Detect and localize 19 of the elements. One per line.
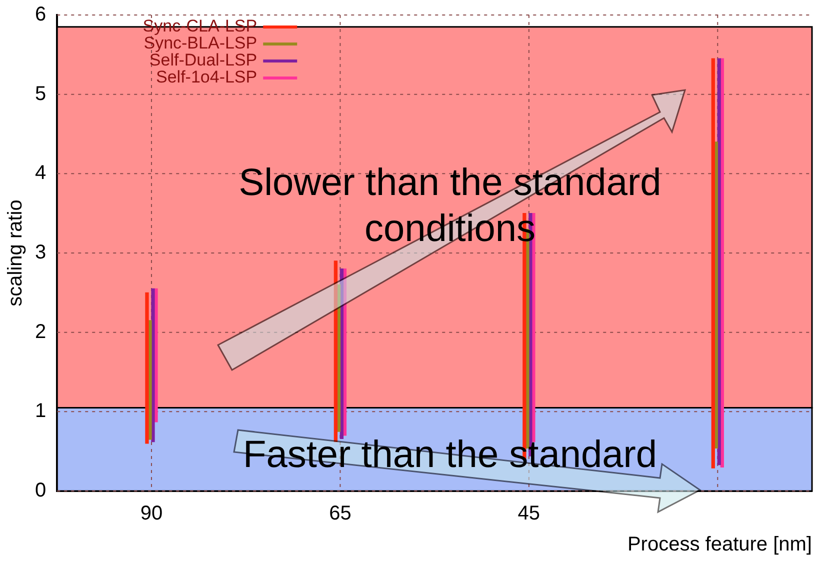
- bar: [145, 292, 149, 444]
- y-tick-label: 1: [35, 400, 46, 422]
- bar: [711, 58, 715, 468]
- legend-label: Sync-CLA-LSP: [142, 16, 258, 36]
- x-tick-label: 45: [518, 502, 540, 525]
- y-tick-label: 6: [35, 4, 46, 26]
- y-tick-label: 0: [35, 480, 46, 502]
- y-tick-label: 4: [35, 162, 46, 184]
- legend-label: Self-Dual-LSP: [149, 50, 258, 70]
- y-tick-label: 2: [35, 320, 46, 343]
- y-axis-title: scaling ratio: [4, 200, 27, 306]
- x-axis-title: Process feature [nm]: [627, 534, 812, 556]
- y-tick-label: 3: [35, 242, 46, 264]
- x-tick-label: 90: [140, 502, 163, 525]
- bar: [334, 260, 338, 442]
- x-tick-label: 65: [329, 502, 352, 525]
- y-tick-label: 5: [35, 82, 46, 105]
- legend-label: Self-1o4-LSP: [156, 68, 258, 87]
- legend-label: Sync-BLA-LSP: [144, 34, 258, 53]
